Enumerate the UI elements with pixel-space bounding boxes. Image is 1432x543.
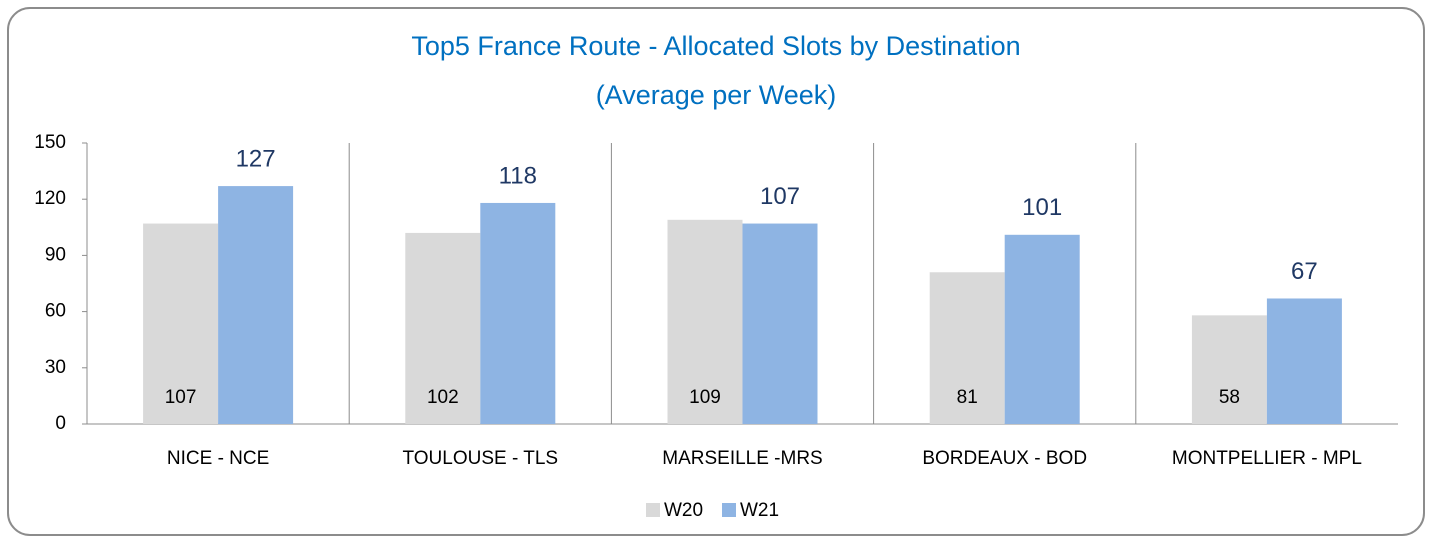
legend-swatch <box>722 503 736 517</box>
bar <box>143 223 219 424</box>
chart-subtitle: (Average per Week) <box>596 80 837 110</box>
x-tick-label: TOULOUSE - TLS <box>403 448 559 469</box>
data-label: 102 <box>427 387 459 408</box>
y-tick-label: 60 <box>45 301 66 322</box>
data-label: 109 <box>689 387 721 408</box>
data-label: 118 <box>499 162 537 189</box>
x-tick-label: NICE - NCE <box>167 448 269 469</box>
bar <box>218 186 294 424</box>
legend-label: W21 <box>740 500 779 521</box>
bar <box>1266 298 1342 424</box>
data-label: 67 <box>1291 258 1318 285</box>
legend-swatch <box>646 503 660 517</box>
x-tick-label: BORDEAUX - BOD <box>922 448 1087 469</box>
y-tick-label: 120 <box>34 188 66 209</box>
y-tick-label: 90 <box>45 244 66 265</box>
data-label: 107 <box>165 387 197 408</box>
data-label: 58 <box>1219 387 1240 408</box>
bar <box>929 272 1005 424</box>
data-label: 101 <box>1022 194 1062 221</box>
bar <box>1004 234 1080 424</box>
y-tick-label: 0 <box>55 413 66 434</box>
data-label: 81 <box>957 387 978 408</box>
chart-title: Top5 France Route - Allocated Slots by D… <box>411 31 1020 61</box>
y-tick-label: 30 <box>45 357 66 378</box>
data-label: 107 <box>760 183 800 210</box>
bar <box>667 219 743 424</box>
bar <box>480 202 556 424</box>
x-tick-label: MONTPELLIER - MPL <box>1172 448 1362 469</box>
y-tick-label: 150 <box>34 132 66 153</box>
bar <box>742 223 818 424</box>
x-tick-label: MARSEILLE -MRS <box>662 448 822 469</box>
bar <box>1191 315 1267 424</box>
legend-label: W20 <box>664 500 703 521</box>
data-label: 127 <box>236 145 276 172</box>
bar <box>405 232 481 424</box>
